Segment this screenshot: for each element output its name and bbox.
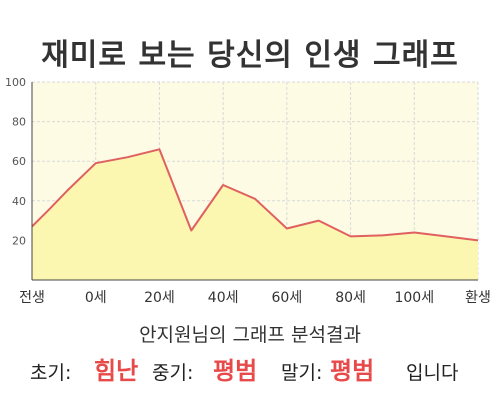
x-tick-label: 20세 [144, 290, 175, 306]
early-label: 초기: [30, 362, 72, 384]
series-area-fill [32, 149, 478, 280]
y-tick-label: 40 [12, 195, 26, 208]
y-tick-label: 80 [12, 116, 26, 129]
middle-value: 평범 [213, 357, 258, 385]
y-tick-labels: 20 40 60 80 100 [5, 76, 26, 247]
x-tick-label: 40세 [208, 290, 239, 306]
y-tick-label: 20 [12, 234, 26, 247]
x-tick-label: 100세 [394, 290, 434, 306]
page-title: 재미로 보는 당신의 인생 그래프 [41, 38, 459, 73]
x-tick-label: 60세 [272, 290, 303, 306]
result-summary: 초기: 힘난 중기: 평범 말기: 평범 입니다 [0, 348, 500, 385]
late-value: 평범 [330, 357, 375, 385]
y-tick-label: 100 [5, 76, 26, 89]
chart-area [31, 148, 479, 280]
y-tick-label: 60 [12, 155, 26, 168]
chart-axes [31, 82, 478, 281]
late-label: 말기: [281, 362, 323, 384]
ending-text: 입니다 [406, 362, 459, 384]
x-tick-label: 전생 [19, 290, 45, 306]
x-tick-label: 환생 [465, 290, 491, 306]
x-tick-label: 80세 [335, 290, 366, 306]
x-tick-label: 0세 [85, 290, 107, 306]
result-heading: 안지원님의 그래프 분석결과 [139, 324, 361, 346]
middle-label: 중기: [152, 362, 194, 384]
series-line [31, 148, 479, 242]
early-value: 힘난 [94, 357, 139, 385]
x-tick-labels: 전생 0세 20세 40세 60세 80세 100세 환생 [19, 290, 491, 306]
